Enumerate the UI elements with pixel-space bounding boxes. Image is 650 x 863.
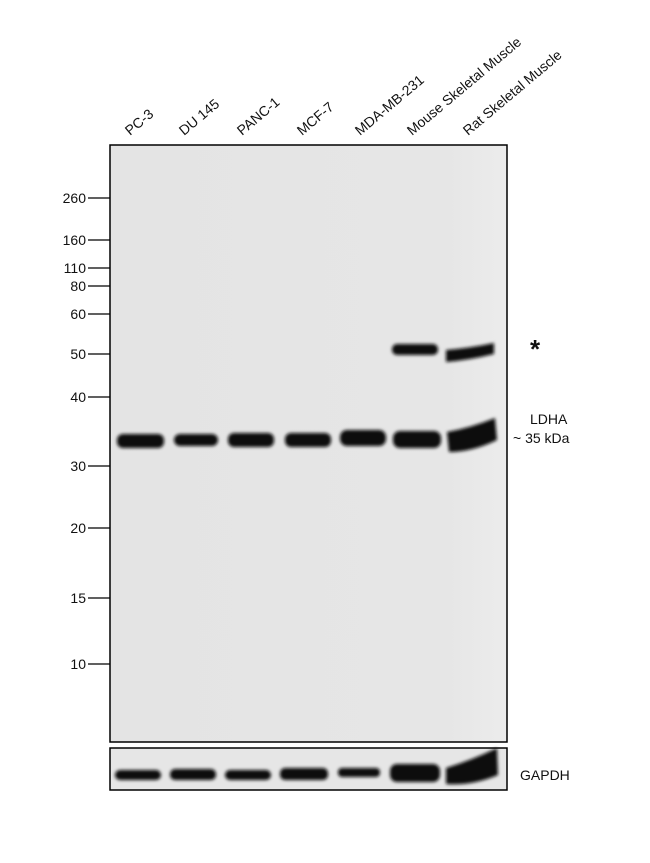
marker-label: 40 xyxy=(70,389,86,405)
lane-label: Rat Skeletal Muscle xyxy=(460,46,565,138)
marker-label: 110 xyxy=(64,260,87,276)
upper-bands xyxy=(392,343,494,362)
mw-markers: 260 160 110 80 60 50 40 30 20 15 10 xyxy=(63,190,110,672)
marker-label: 80 xyxy=(70,278,86,294)
marker-label: 50 xyxy=(70,346,86,362)
lane-label: DU 145 xyxy=(176,95,223,138)
marker-label: 160 xyxy=(63,232,87,248)
marker-label: 20 xyxy=(70,520,86,536)
marker-label: 15 xyxy=(70,590,86,606)
lane-label: MCF-7 xyxy=(294,98,337,138)
lane-label: PANC-1 xyxy=(234,94,283,139)
lane-label: PC-3 xyxy=(122,105,157,138)
marker-label: 10 xyxy=(70,656,86,672)
asterisk: * xyxy=(530,334,541,364)
loading-control-label: GAPDH xyxy=(520,767,570,783)
marker-label: 260 xyxy=(63,190,87,206)
ldha-bands xyxy=(117,418,497,452)
marker-label: 30 xyxy=(70,458,86,474)
target-label: LDHA xyxy=(530,411,568,427)
marker-label: 60 xyxy=(70,306,86,322)
size-label: ~ 35 kDa xyxy=(513,430,570,446)
gapdh-bands xyxy=(115,748,498,785)
